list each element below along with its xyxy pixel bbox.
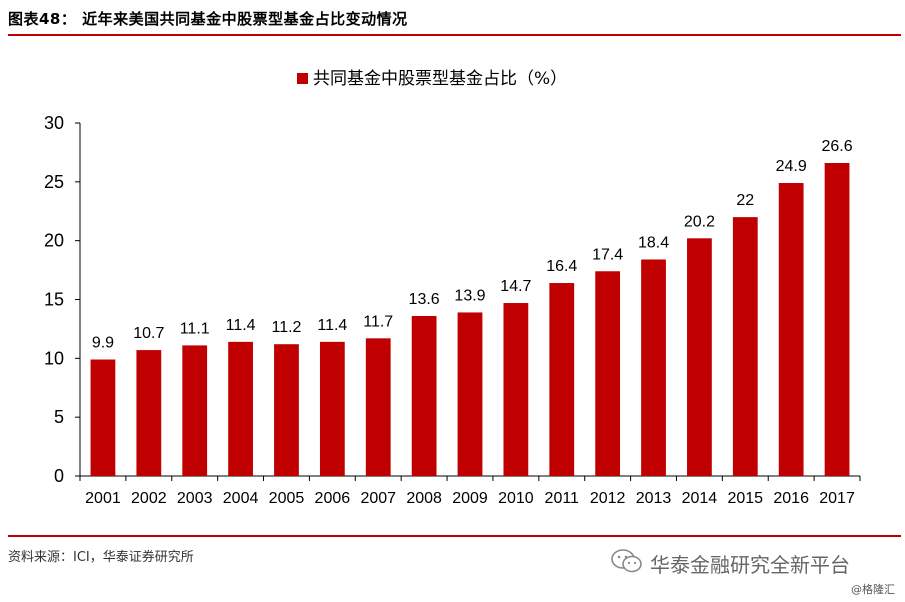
y-tick-label: 25 [44, 172, 64, 192]
x-tick-label: 2008 [406, 490, 442, 507]
y-tick-label: 15 [44, 290, 64, 310]
x-tick-label: 2017 [819, 490, 855, 507]
data-label: 9.9 [92, 335, 114, 352]
data-label: 13.6 [409, 291, 440, 308]
x-tick-label: 2016 [773, 490, 809, 507]
x-tick-label: 2003 [177, 490, 213, 507]
y-tick-label: 0 [54, 466, 64, 486]
x-tick-label: 2009 [452, 490, 488, 507]
y-tick-label: 20 [44, 231, 64, 251]
bottom-divider [8, 535, 901, 537]
bar [732, 217, 758, 476]
watermark-text: 华泰金融研究全新平台 [650, 552, 850, 577]
bar [319, 341, 345, 476]
watermark: 华泰金融研究全新平台 [610, 548, 850, 578]
x-tick-label: 2014 [682, 490, 718, 507]
x-tick-label: 2002 [131, 490, 167, 507]
y-tick-label: 10 [44, 348, 64, 368]
data-label: 18.4 [638, 234, 669, 251]
data-label: 20.2 [684, 213, 715, 230]
x-tick-label: 2005 [269, 490, 305, 507]
data-label: 26.6 [821, 138, 852, 155]
x-tick-label: 2015 [727, 490, 763, 507]
bar [365, 338, 391, 476]
data-label: 11.2 [271, 319, 301, 336]
data-label: 22 [736, 192, 754, 209]
x-tick-label: 2001 [85, 490, 121, 507]
source-note: 资料来源：ICI，华泰证券研究所 [8, 550, 194, 565]
bar-chart: 共同基金中股票型基金占比（%） 0 5 10 15 20 25 30 2001 2002 2003… [44, 69, 861, 507]
figure-title: 图表48： 近年来美国共同基金中股票型基金占比变动情况 [8, 10, 408, 28]
data-label: 16.4 [546, 258, 577, 275]
bar [549, 283, 575, 476]
x-tick-label: 2007 [360, 490, 396, 507]
top-divider [8, 34, 901, 36]
x-tick-label: 2010 [498, 490, 534, 507]
x-tick-label: 2011 [545, 490, 580, 507]
bar [136, 350, 162, 476]
y-tick-label: 30 [44, 113, 64, 133]
legend-swatch [297, 73, 308, 84]
bar [595, 271, 621, 476]
chart-legend: 共同基金中股票型基金占比（%） [297, 69, 567, 89]
data-label: 24.9 [776, 158, 807, 175]
wechat-icon [610, 548, 644, 578]
x-tick-label: 2012 [590, 490, 626, 507]
bar [503, 303, 529, 476]
data-label: 14.7 [500, 278, 531, 295]
data-label: 11.7 [363, 313, 393, 330]
data-label: 11.1 [180, 320, 210, 337]
bar [90, 359, 116, 476]
bar [457, 312, 483, 476]
bar [641, 259, 666, 476]
bar [778, 183, 804, 476]
data-label: 11.4 [226, 317, 256, 334]
x-tick-label: 2006 [315, 490, 351, 507]
chart-axes: 0 5 10 15 20 25 30 2001 2002 2003 2004 2005 2006 2007… [44, 113, 861, 507]
data-label: 17.4 [592, 246, 623, 263]
data-label: 11.4 [317, 317, 347, 334]
y-tick-label: 5 [54, 407, 64, 427]
bar [687, 238, 712, 476]
watermark-sub: @格隆汇 [851, 583, 895, 596]
bar [411, 315, 437, 476]
x-tick-label: 2013 [636, 490, 672, 507]
chart-data-labels: 9.9 10.7 11.1 11.4 11.2 11.4 11.7 13.6 13.9 14.7 1… [92, 138, 853, 352]
legend-label: 共同基金中股票型基金占比（%） [313, 69, 567, 89]
chart-bars [90, 163, 850, 477]
bar [228, 341, 253, 476]
bar [182, 345, 208, 476]
bar [824, 163, 850, 477]
x-tick-label: 2004 [223, 490, 259, 507]
data-label: 10.7 [133, 325, 164, 342]
data-label: 13.9 [454, 287, 485, 304]
bar [274, 344, 299, 476]
